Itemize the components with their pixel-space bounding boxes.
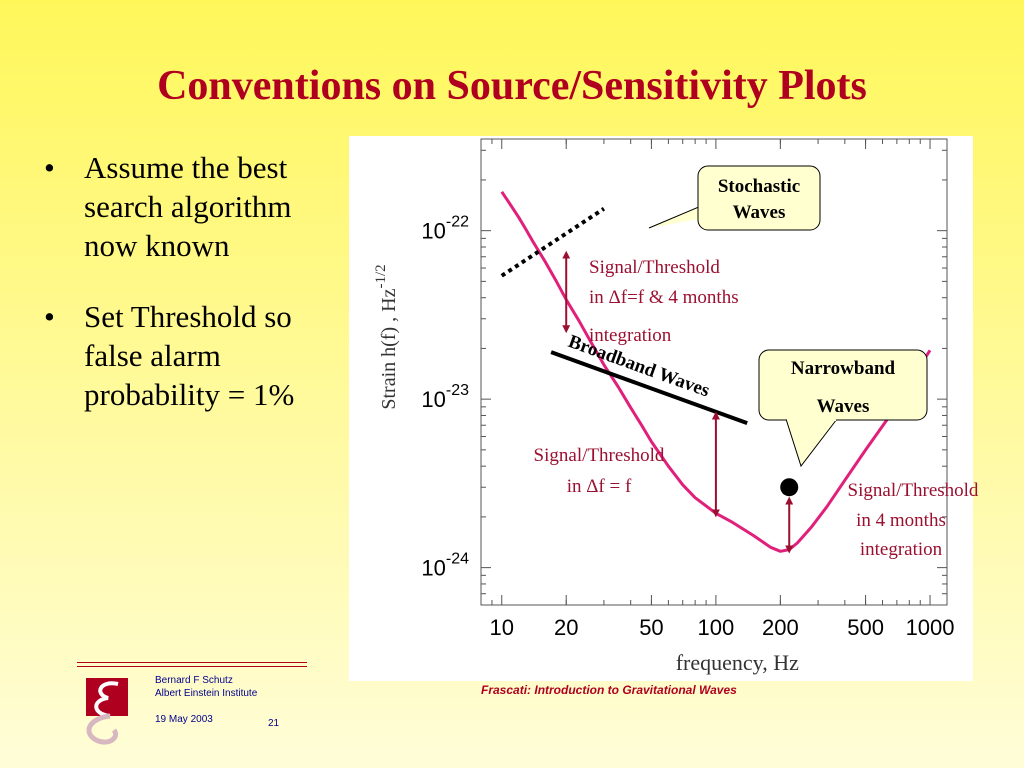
- footer-author: Bernard F Schutz: [155, 675, 233, 686]
- narrowband-threshold-label: Signal/Threshold: [848, 480, 979, 501]
- narrowband-threshold-label: in 4 months: [856, 510, 946, 531]
- sensitivity-chart: 10 20 50 100 200 500 1000 10-22 10-23 10-24 freque…: [373, 138, 979, 675]
- x-axis-label: frequency, Hz: [676, 650, 799, 675]
- footer-date: 19 May 2003: [155, 714, 213, 725]
- bullet-text: Assume the best search algorithm now kno…: [84, 150, 292, 263]
- footer-institute: Albert Einstein Institute: [155, 688, 258, 699]
- stochastic-threshold-label: in Δf=f & 4 months: [589, 287, 739, 308]
- stochastic-callout-tail: [648, 205, 702, 229]
- x-tick-label: 100: [698, 615, 735, 640]
- broadband-level-line: [550, 350, 748, 426]
- broadband-threshold-label: in Δf = f: [567, 476, 632, 497]
- footer-page-number: 21: [268, 718, 280, 729]
- footer-rule-bottom: [77, 666, 307, 667]
- bullet-item: • Assume the best search algorithm now k…: [44, 148, 334, 265]
- stochastic-callout-box: [697, 165, 821, 231]
- narrowband-threshold-label: integration: [860, 539, 943, 560]
- footer-caption: Frascati: Introduction to Gravitational …: [481, 683, 737, 697]
- slide-title: Conventions on Source/Sensitivity Plots: [157, 63, 867, 109]
- stochastic-threshold-label: integration: [589, 325, 672, 346]
- bullet-item: • Set Threshold so false alarm probabili…: [44, 297, 334, 414]
- plot-frame: [480, 138, 948, 606]
- footer-rule-top: [77, 662, 307, 663]
- bullet-list: • Assume the best search algorithm now k…: [44, 148, 334, 414]
- sensitivity-curve: [500, 190, 932, 553]
- narrowband-callout-label: Narrowband: [791, 358, 896, 379]
- x-tick-label: 20: [554, 615, 578, 640]
- narrowband-callout-box: [758, 349, 928, 421]
- x-tick-label: 50: [639, 615, 663, 640]
- y-tick-label: 10-22: [421, 214, 469, 244]
- broadband-threshold-label: Signal/Threshold: [534, 445, 665, 466]
- x-tick-label: 10: [490, 615, 514, 640]
- narrowband-callout-label: Waves: [817, 396, 870, 417]
- y-tick-label: 10-24: [421, 551, 469, 581]
- stochastic-callout-label: Stochastic: [718, 176, 800, 197]
- bullet-dot: •: [44, 150, 55, 185]
- y-tick-label: 10-23: [421, 382, 469, 412]
- bullet-text: Set Threshold so false alarm probability…: [84, 299, 295, 412]
- x-tick-label: 500: [847, 615, 884, 640]
- bullet-dot: •: [44, 299, 55, 334]
- stochastic-callout-label: Waves: [733, 202, 786, 223]
- x-tick-label: 1000: [906, 615, 955, 640]
- institute-logo: [86, 678, 128, 745]
- stochastic-threshold-label: Signal/Threshold: [589, 257, 720, 278]
- x-tick-label: 200: [762, 615, 799, 640]
- y-axis-label: Strain h(f) , Hz-1/2: [373, 264, 400, 409]
- narrowband-callout-tail: [785, 418, 838, 468]
- narrowband-source-point: [780, 478, 799, 497]
